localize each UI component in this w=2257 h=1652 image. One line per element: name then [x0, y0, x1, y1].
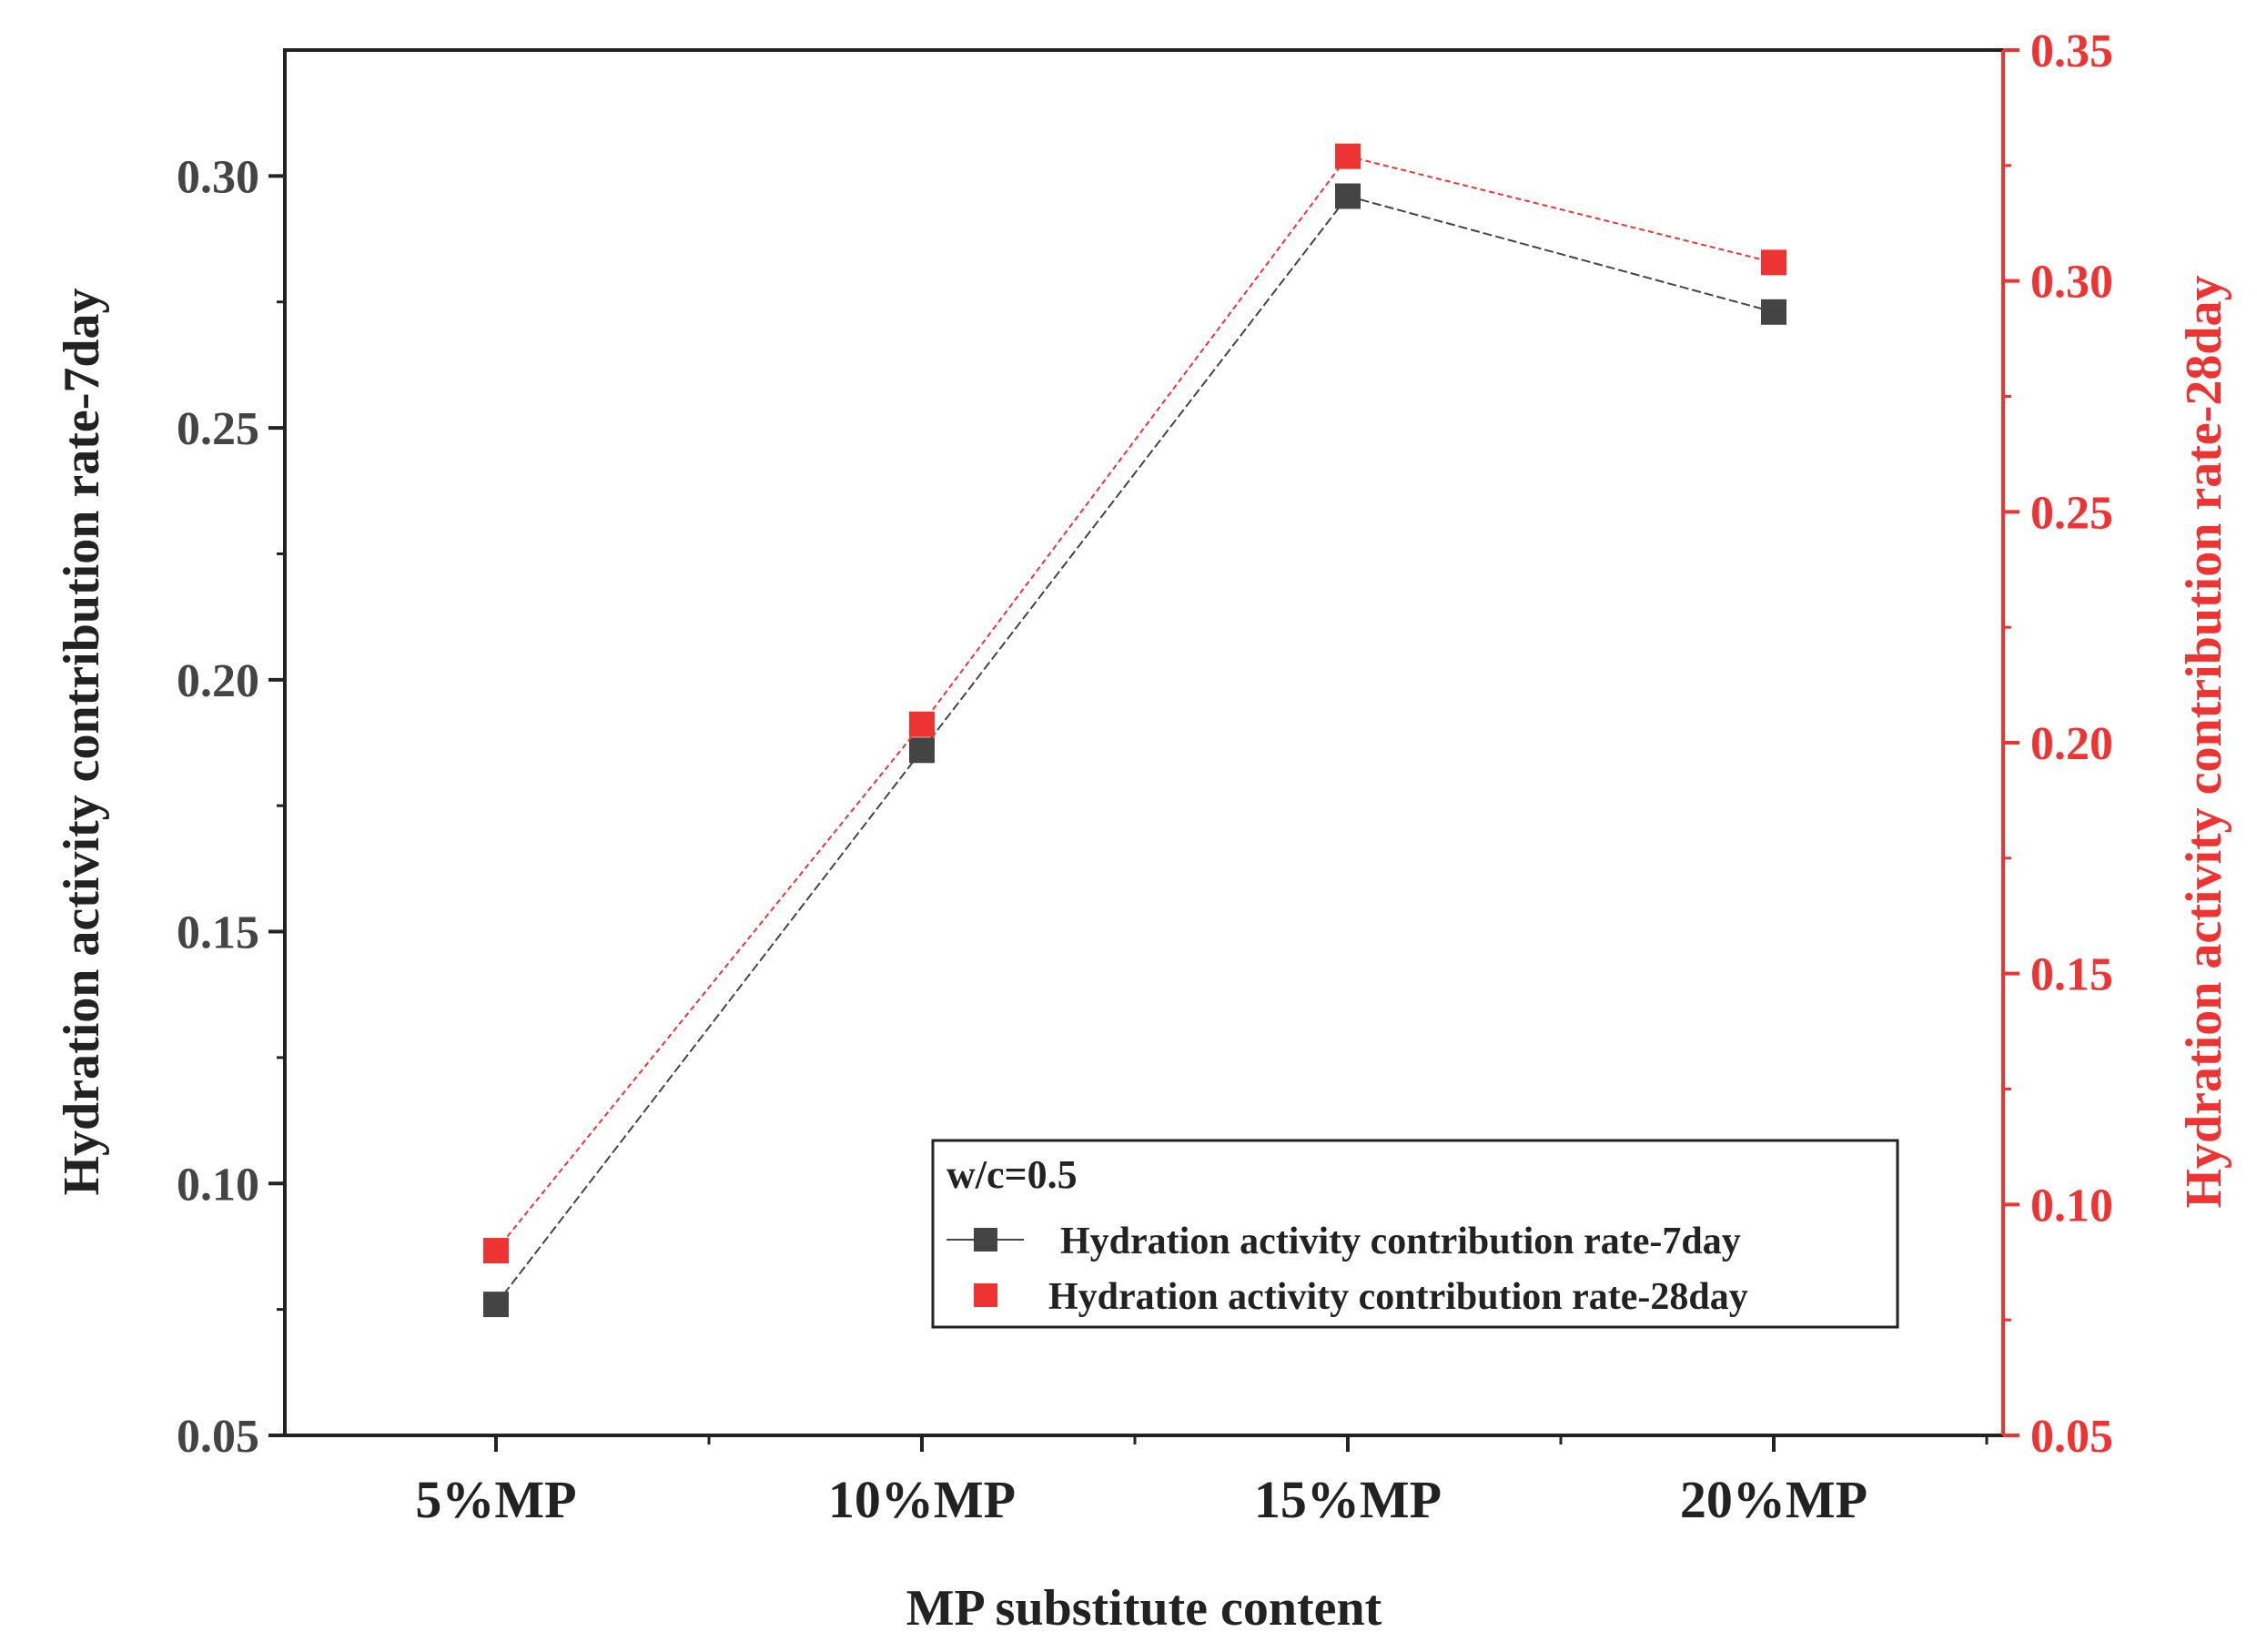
y-right-tick-label: 0.05 [2030, 1411, 2113, 1463]
legend-marker-7day [974, 1228, 997, 1252]
data-point-7day [1761, 299, 1786, 325]
series-layer [483, 143, 1786, 1318]
y-left-tick-label: 0.10 [177, 1159, 259, 1211]
data-point-7day [909, 737, 935, 764]
x-tick-label: 10%MP [828, 1470, 1016, 1529]
x-tick-label: 15%MP [1254, 1470, 1442, 1529]
legend: w/c=0.5 Hydration activity contribution … [931, 1139, 1899, 1329]
data-point-7day [483, 1292, 509, 1318]
y-left-tick-label: 0.15 [177, 907, 259, 959]
left-axis: 0.05 0.10 0.15 0.20 0.25 0.30 [177, 151, 285, 1463]
data-point-28day [483, 1238, 509, 1264]
y-left-axis-label: Hydration activity contribution rate-7da… [54, 288, 110, 1195]
legend-marker-28day [974, 1283, 997, 1307]
series-line-segment-28day [921, 156, 1349, 725]
y-right-tick-label: 0.25 [2030, 487, 2113, 539]
y-right-tick-label: 0.20 [2030, 718, 2113, 770]
x-tick-label: 5%MP [415, 1470, 576, 1529]
y-left-tick-label: 0.20 [177, 655, 259, 707]
y-right-tick-label: 0.15 [2030, 949, 2113, 1001]
y-right-tick-label: 0.30 [2030, 257, 2113, 309]
series-line-segment-7day [495, 749, 923, 1305]
legend-label-7day: Hydration activity contribution rate-7da… [1060, 1221, 1741, 1262]
right-axis: 0.05 0.10 0.15 0.20 0.25 0.30 0.35 [2003, 25, 2113, 1463]
data-point-7day [1335, 183, 1361, 209]
series-line-segment-28day [1347, 155, 1775, 264]
data-point-28day [1335, 143, 1361, 169]
series-line-segment-7day [921, 195, 1349, 751]
x-axis-label: MP substitute content [906, 1580, 1382, 1637]
x-tick-label: 20%MP [1680, 1470, 1867, 1529]
data-point-28day [909, 711, 935, 737]
legend-label-28day: Hydration activity contribution rate-28d… [1048, 1276, 1748, 1318]
y-left-tick-label: 0.05 [177, 1411, 259, 1463]
legend-title: w/c=0.5 [946, 1152, 1078, 1197]
data-point-28day [1761, 249, 1786, 276]
series-line-segment-7day [1347, 195, 1775, 313]
series-line-segment-28day [495, 724, 923, 1252]
y-left-tick-label: 0.25 [177, 403, 259, 455]
legend-box [931, 1139, 1899, 1329]
y-right-tick-label: 0.35 [2030, 25, 2113, 77]
x-axis: 5%MP 10%MP 15%MP 20%MP [415, 1435, 1989, 1529]
y-right-axis-label: Hydration activity contribution rate-28d… [2176, 275, 2232, 1208]
y-right-tick-label: 0.10 [2030, 1180, 2113, 1231]
y-left-tick-label: 0.30 [177, 151, 259, 203]
